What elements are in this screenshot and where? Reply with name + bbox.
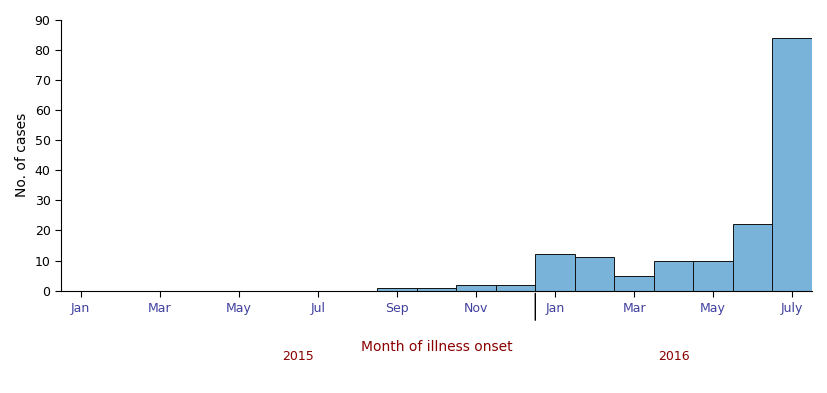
Text: 2015: 2015 <box>282 350 314 363</box>
Text: 2016: 2016 <box>657 350 690 363</box>
Bar <box>495 285 535 290</box>
Y-axis label: No. of cases: No. of cases <box>15 113 29 197</box>
Bar <box>535 255 575 290</box>
Bar <box>772 38 812 290</box>
Bar <box>377 288 417 290</box>
Bar <box>693 261 733 290</box>
Bar <box>575 257 614 290</box>
X-axis label: Month of illness onset: Month of illness onset <box>361 340 512 354</box>
Bar <box>733 224 772 290</box>
Bar <box>457 285 495 290</box>
Bar <box>417 288 457 290</box>
Bar <box>614 275 654 290</box>
Bar <box>654 261 693 290</box>
